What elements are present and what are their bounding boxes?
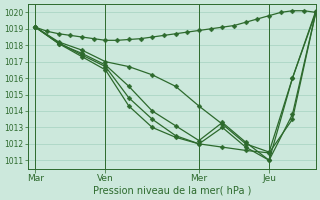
X-axis label: Pression niveau de la mer( hPa ): Pression niveau de la mer( hPa )	[92, 186, 251, 196]
